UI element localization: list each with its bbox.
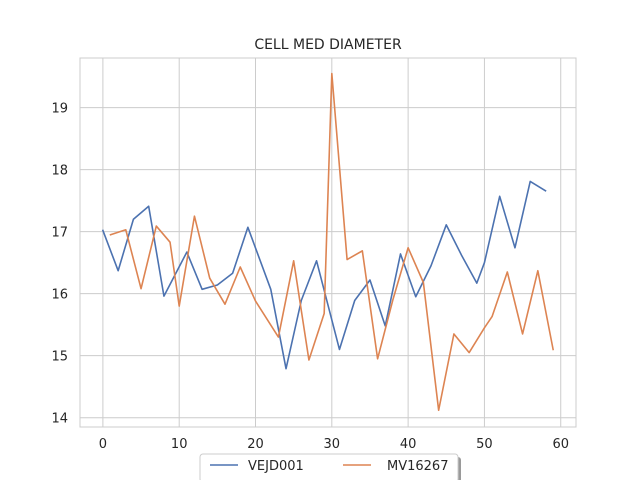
y-tick-label: 18: [51, 164, 68, 179]
y-tick-label: 15: [51, 350, 68, 365]
y-axis: 14 15 16 17 18 19: [51, 102, 68, 427]
x-tick-label: 50: [476, 437, 493, 452]
y-tick-label: 14: [51, 412, 68, 427]
x-tick-label: 30: [324, 437, 341, 452]
x-tick-label: 20: [247, 437, 264, 452]
x-tick-label: 40: [400, 437, 417, 452]
legend-label-mv16267: MV16267: [387, 459, 448, 474]
x-tick-label: 10: [171, 437, 188, 452]
plot-frame: [79, 57, 577, 428]
legend-label-vejd001: VEJD001: [248, 459, 304, 474]
series-line-vejd001: [101, 180, 547, 370]
legend: VEJD001 MV16267: [199, 453, 461, 480]
y-tick-label: 19: [51, 102, 68, 117]
x-axis: 0 10 20 30 40 50 60: [99, 437, 569, 452]
series-layer: [101, 72, 555, 412]
x-tick-label: 0: [99, 437, 107, 452]
chart-title: CELL MED DIAMETER: [254, 37, 402, 53]
x-tick-label: 60: [552, 437, 569, 452]
y-tick-label: 16: [51, 288, 68, 303]
y-tick-label: 17: [51, 226, 68, 241]
grid-lines: [80, 58, 576, 427]
legend-box: [199, 453, 459, 480]
series-line-mv16267: [109, 72, 555, 412]
